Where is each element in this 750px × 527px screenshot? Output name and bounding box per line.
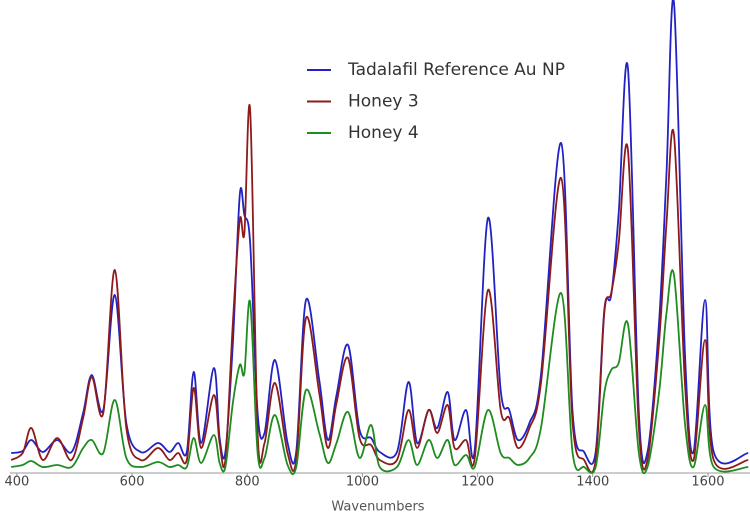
series-line — [10, 269, 749, 476]
legend-label: Tadalafil Reference Au NP — [347, 60, 565, 80]
x-axis-label: Wavenumbers — [331, 500, 424, 515]
legend-label: Honey 3 — [348, 92, 419, 112]
x-tick-label: 1600 — [691, 475, 724, 490]
x-tick-label: 1200 — [461, 475, 494, 490]
x-tick-label: 1000 — [346, 475, 379, 490]
legend-label: Honey 4 — [348, 123, 419, 143]
x-tick-label: 800 — [235, 475, 260, 490]
x-tick-label: 1400 — [576, 475, 609, 490]
x-tick-label: 400 — [4, 475, 29, 490]
x-tick-label: 600 — [120, 475, 145, 490]
series-line — [10, 104, 749, 474]
series-line — [10, 0, 749, 466]
